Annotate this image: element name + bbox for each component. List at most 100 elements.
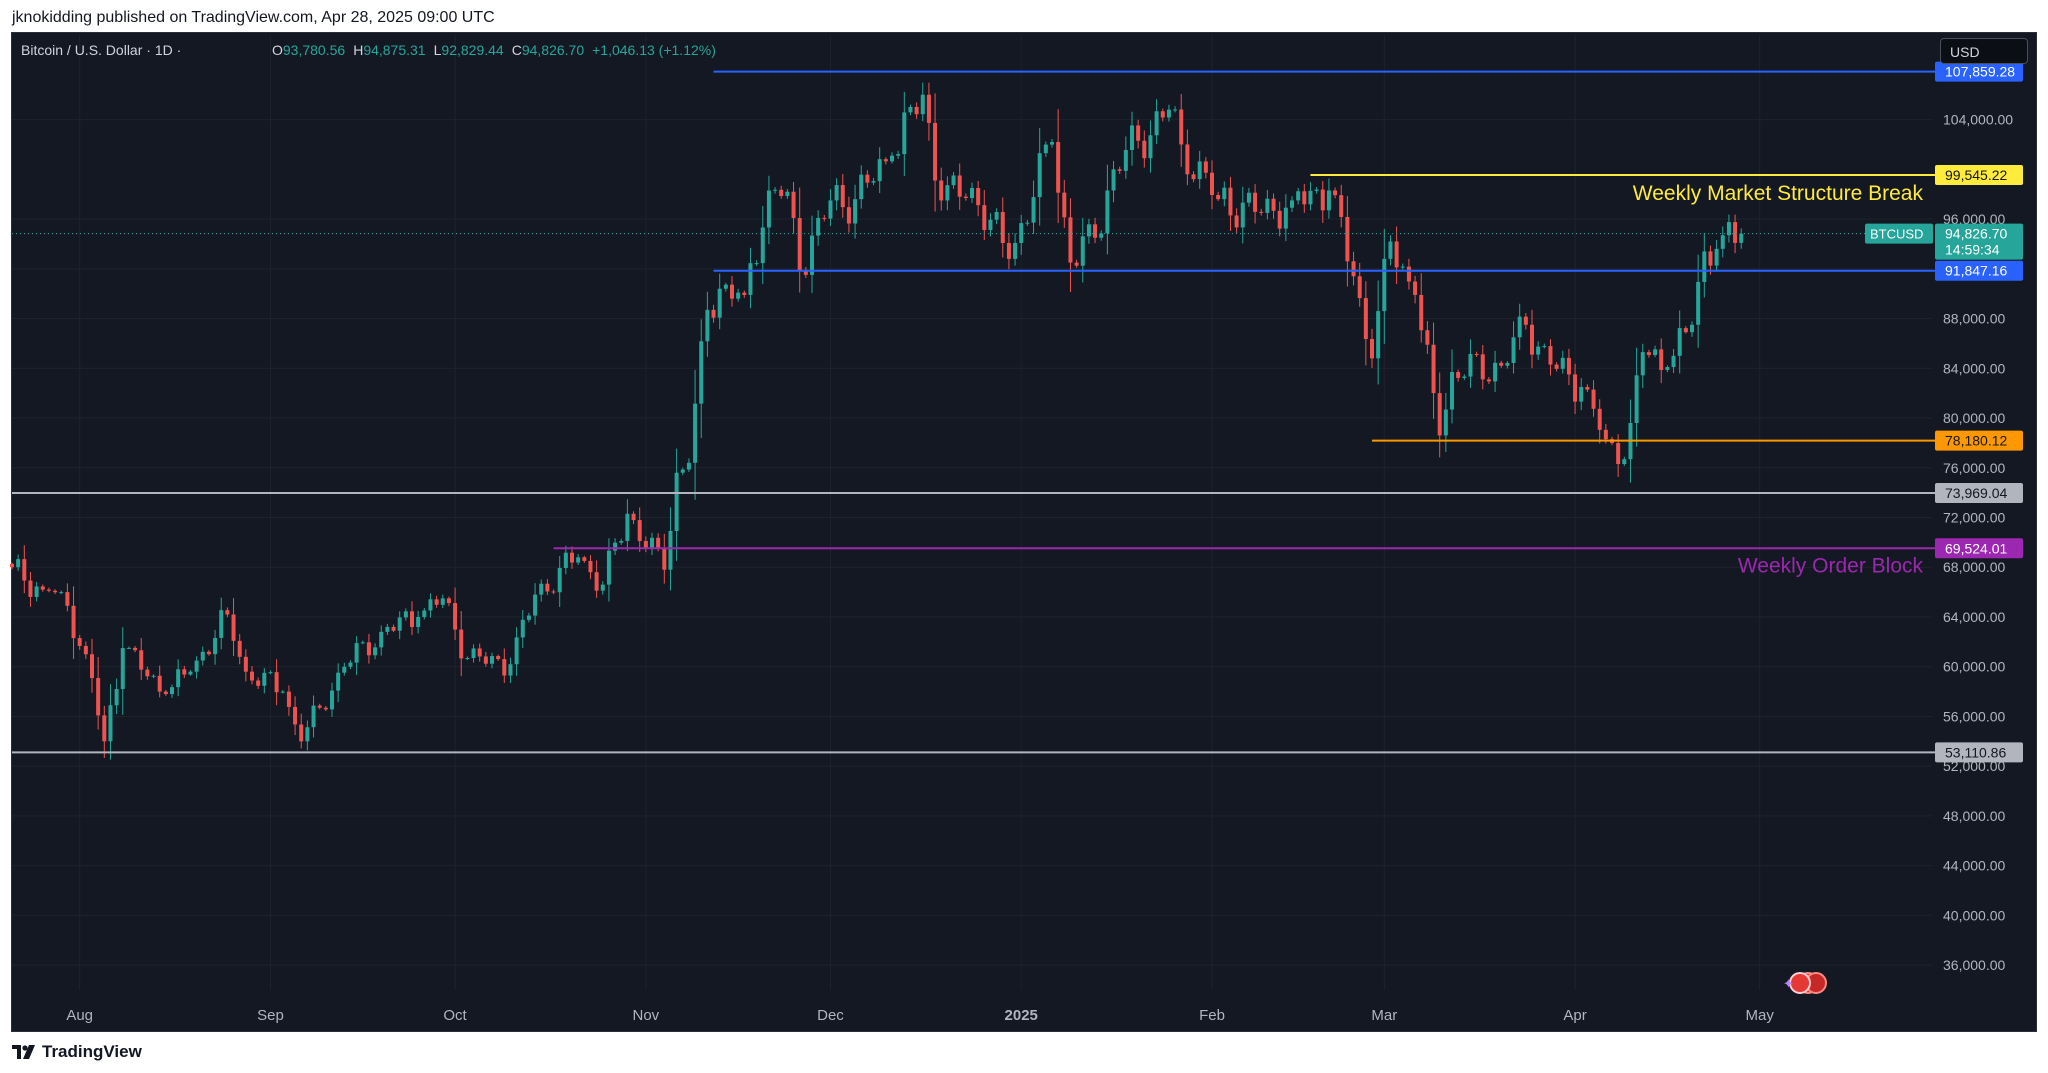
candle-body <box>1093 224 1098 238</box>
candle-body <box>1419 294 1424 331</box>
candle-body <box>225 610 230 615</box>
candle-body <box>668 530 673 570</box>
candle-body <box>896 154 901 156</box>
candle-body <box>1333 190 1338 196</box>
candle-body <box>1437 393 1442 436</box>
candle-body <box>1659 349 1664 370</box>
publisher-line: jknokidding published on TradingView.com… <box>0 0 2048 32</box>
currency-button[interactable]: USD <box>1940 38 2028 64</box>
candle-body <box>834 185 839 201</box>
candle-body <box>1099 233 1104 238</box>
horizontal-levels: 107,859.28 99,545.22 Weekly Market Structu… <box>12 61 2023 763</box>
candle-body <box>828 200 833 219</box>
candle-body <box>1376 311 1381 359</box>
candle-body <box>1259 211 1264 213</box>
y-tick-label: 44,000.00 <box>1943 858 2005 874</box>
candle-body <box>1123 149 1128 171</box>
y-tick-label: 80,000.00 <box>1943 410 2005 426</box>
candle-body <box>1690 324 1694 333</box>
candle-body <box>490 656 494 664</box>
candle-body <box>1400 266 1405 268</box>
candle-body <box>71 605 76 639</box>
candle-body <box>1671 355 1676 368</box>
candle-body <box>1566 357 1571 375</box>
candle-body <box>1216 194 1221 200</box>
candle-body <box>1197 161 1202 180</box>
candle-body <box>711 309 716 318</box>
candle-body <box>810 235 814 275</box>
legend-low-label: L <box>434 42 442 58</box>
candle-body <box>1640 352 1645 376</box>
level-price-tag <box>1935 430 2023 451</box>
candle-body <box>766 190 771 228</box>
candle-body <box>723 284 728 289</box>
y-tick-label: 56,000.00 <box>1943 708 2005 724</box>
candle-body <box>1388 241 1393 259</box>
legend-symbol: Bitcoin / U.S. Dollar · 1D · <box>21 42 181 58</box>
candle-body <box>330 690 334 710</box>
y-tick-label: 88,000.00 <box>1943 311 2005 327</box>
candle-body <box>1117 169 1122 171</box>
candle-body <box>379 631 384 648</box>
candle-body <box>336 672 341 691</box>
candle-body <box>83 645 88 655</box>
legend-open-value: 93,780.56 <box>283 42 345 58</box>
candle-body <box>1702 251 1707 282</box>
candle-body <box>1068 217 1073 263</box>
candle-body <box>1733 222 1738 243</box>
candle-body <box>1560 357 1565 369</box>
footer: TradingView <box>0 1034 2048 1073</box>
candle-body <box>797 218 802 271</box>
candle-body <box>785 191 790 197</box>
candle-body <box>1406 266 1411 282</box>
level-price-label: 78,180.12 <box>1945 433 2007 449</box>
candle-body <box>422 610 427 617</box>
candle-body <box>613 542 618 551</box>
current-price-label: 94,826.70 <box>1945 226 2007 242</box>
candle-body <box>994 211 999 220</box>
candle-body <box>1579 386 1584 402</box>
candle-body <box>1050 141 1054 145</box>
candle-body <box>465 658 470 660</box>
candle-body <box>853 199 858 224</box>
candle-body <box>1302 191 1307 205</box>
candle-body <box>1450 372 1454 410</box>
candle-body <box>231 614 236 641</box>
level-price-label: 99,545.22 <box>1945 167 2007 183</box>
candle-body <box>582 557 587 561</box>
candle-body <box>699 341 704 404</box>
candle-body <box>840 185 845 208</box>
candle-body <box>1548 346 1553 365</box>
y-tick-label: 40,000.00 <box>1943 907 2005 923</box>
candle-body <box>34 586 39 597</box>
candle-body <box>1111 169 1116 191</box>
candle-body <box>440 598 445 605</box>
candle-body <box>939 180 944 201</box>
candle-body <box>1025 222 1030 224</box>
x-tick-label: Dec <box>817 1007 844 1024</box>
candle-body <box>256 680 261 686</box>
candle-body <box>151 675 156 677</box>
tradingview-logo-icon <box>12 1045 35 1059</box>
candle-body <box>1486 379 1491 382</box>
candle-body <box>354 643 359 663</box>
candle-body <box>293 706 298 725</box>
candle-body <box>471 648 476 659</box>
candle-body <box>133 647 138 651</box>
candle-body <box>1634 375 1639 423</box>
candle-body <box>1296 191 1301 201</box>
candle-body <box>1646 352 1651 356</box>
candle-body <box>1493 362 1498 382</box>
candle-body <box>1222 187 1227 200</box>
candle-body <box>963 196 968 198</box>
candle-body <box>539 583 544 595</box>
price-chart[interactable]: Aug Sep Oct Nov Dec 2025 Feb Mar Apr May 36,000.0… <box>0 0 2048 1034</box>
candle-body <box>717 288 722 318</box>
candle-body <box>890 155 894 162</box>
candle-body <box>533 594 538 616</box>
candle-body <box>96 678 101 716</box>
candle-body <box>502 659 507 676</box>
tradingview-brand: TradingView <box>42 1042 142 1061</box>
x-tick-label: Oct <box>443 1007 467 1024</box>
